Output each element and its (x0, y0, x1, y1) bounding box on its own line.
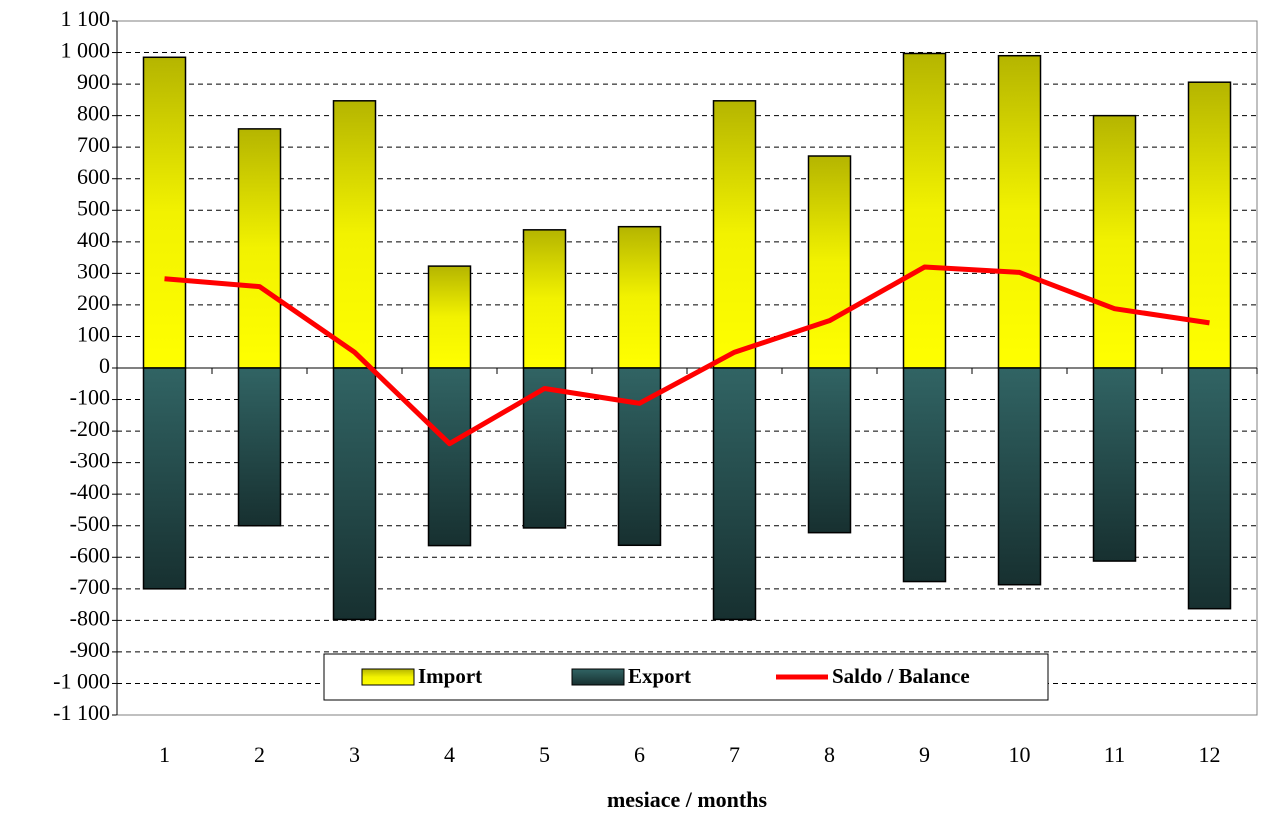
y-tick-label: 900 (77, 69, 110, 94)
bar (807, 155, 852, 369)
bar (332, 100, 377, 369)
y-tick-label: -900 (70, 637, 110, 662)
x-tick-label: 2 (254, 742, 265, 767)
bar (1092, 367, 1137, 562)
y-tick-label: -500 (70, 511, 110, 536)
y-tick-label: -200 (70, 416, 110, 441)
x-tick-label: 1 (159, 742, 170, 767)
y-tick-label: -1 100 (53, 700, 110, 725)
y-tick-label: 300 (77, 258, 110, 283)
x-axis-title: mesiace / months (607, 787, 768, 812)
bar (1187, 367, 1232, 610)
bar (712, 100, 757, 369)
y-tick-label: -100 (70, 385, 110, 410)
bar (237, 128, 282, 369)
x-tick-label: 6 (634, 742, 645, 767)
y-tick-label: 800 (77, 101, 110, 126)
bar (332, 367, 377, 621)
bar (522, 229, 567, 369)
legend-label: Import (418, 664, 482, 688)
bar (997, 367, 1042, 586)
y-tick-label: 0 (99, 353, 110, 378)
legend-label: Saldo / Balance (832, 664, 970, 688)
x-tick-label: 3 (349, 742, 360, 767)
y-tick-label: 200 (77, 290, 110, 315)
x-tick-label: 11 (1104, 742, 1125, 767)
x-tick-label: 10 (1009, 742, 1031, 767)
bar (427, 265, 472, 369)
x-tick-label: 7 (729, 742, 740, 767)
x-tick-label: 12 (1199, 742, 1221, 767)
x-tick-label: 8 (824, 742, 835, 767)
legend-swatch (571, 668, 625, 686)
bar (712, 367, 757, 621)
x-tick-label: 9 (919, 742, 930, 767)
bar (807, 367, 852, 534)
y-tick-label: -400 (70, 479, 110, 504)
legend-label: Export (628, 664, 691, 688)
bar (997, 54, 1042, 369)
y-tick-label: -1 000 (53, 669, 110, 694)
y-tick-label: 100 (77, 322, 110, 347)
bar (237, 367, 282, 527)
y-tick-label: -700 (70, 574, 110, 599)
bar (1187, 81, 1232, 369)
bar (142, 56, 187, 369)
y-tick-label: -300 (70, 448, 110, 473)
y-tick-label: 1 000 (61, 38, 111, 63)
y-tick-label: 500 (77, 195, 110, 220)
legend-swatch (361, 668, 415, 686)
bar (1092, 114, 1137, 369)
y-tick-label: 700 (77, 132, 110, 157)
bar (902, 367, 947, 583)
x-tick-label: 5 (539, 742, 550, 767)
y-tick-label: 1 100 (61, 6, 111, 31)
y-tick-label: 600 (77, 164, 110, 189)
bar (427, 367, 472, 547)
bar (902, 52, 947, 369)
y-tick-label: -600 (70, 542, 110, 567)
y-tick-label: 400 (77, 227, 110, 252)
bar (142, 367, 187, 590)
y-tick-label: -800 (70, 605, 110, 630)
bar (617, 225, 662, 369)
legend-box (323, 653, 1049, 701)
x-tick-label: 4 (444, 742, 455, 767)
line (164, 264, 1210, 447)
